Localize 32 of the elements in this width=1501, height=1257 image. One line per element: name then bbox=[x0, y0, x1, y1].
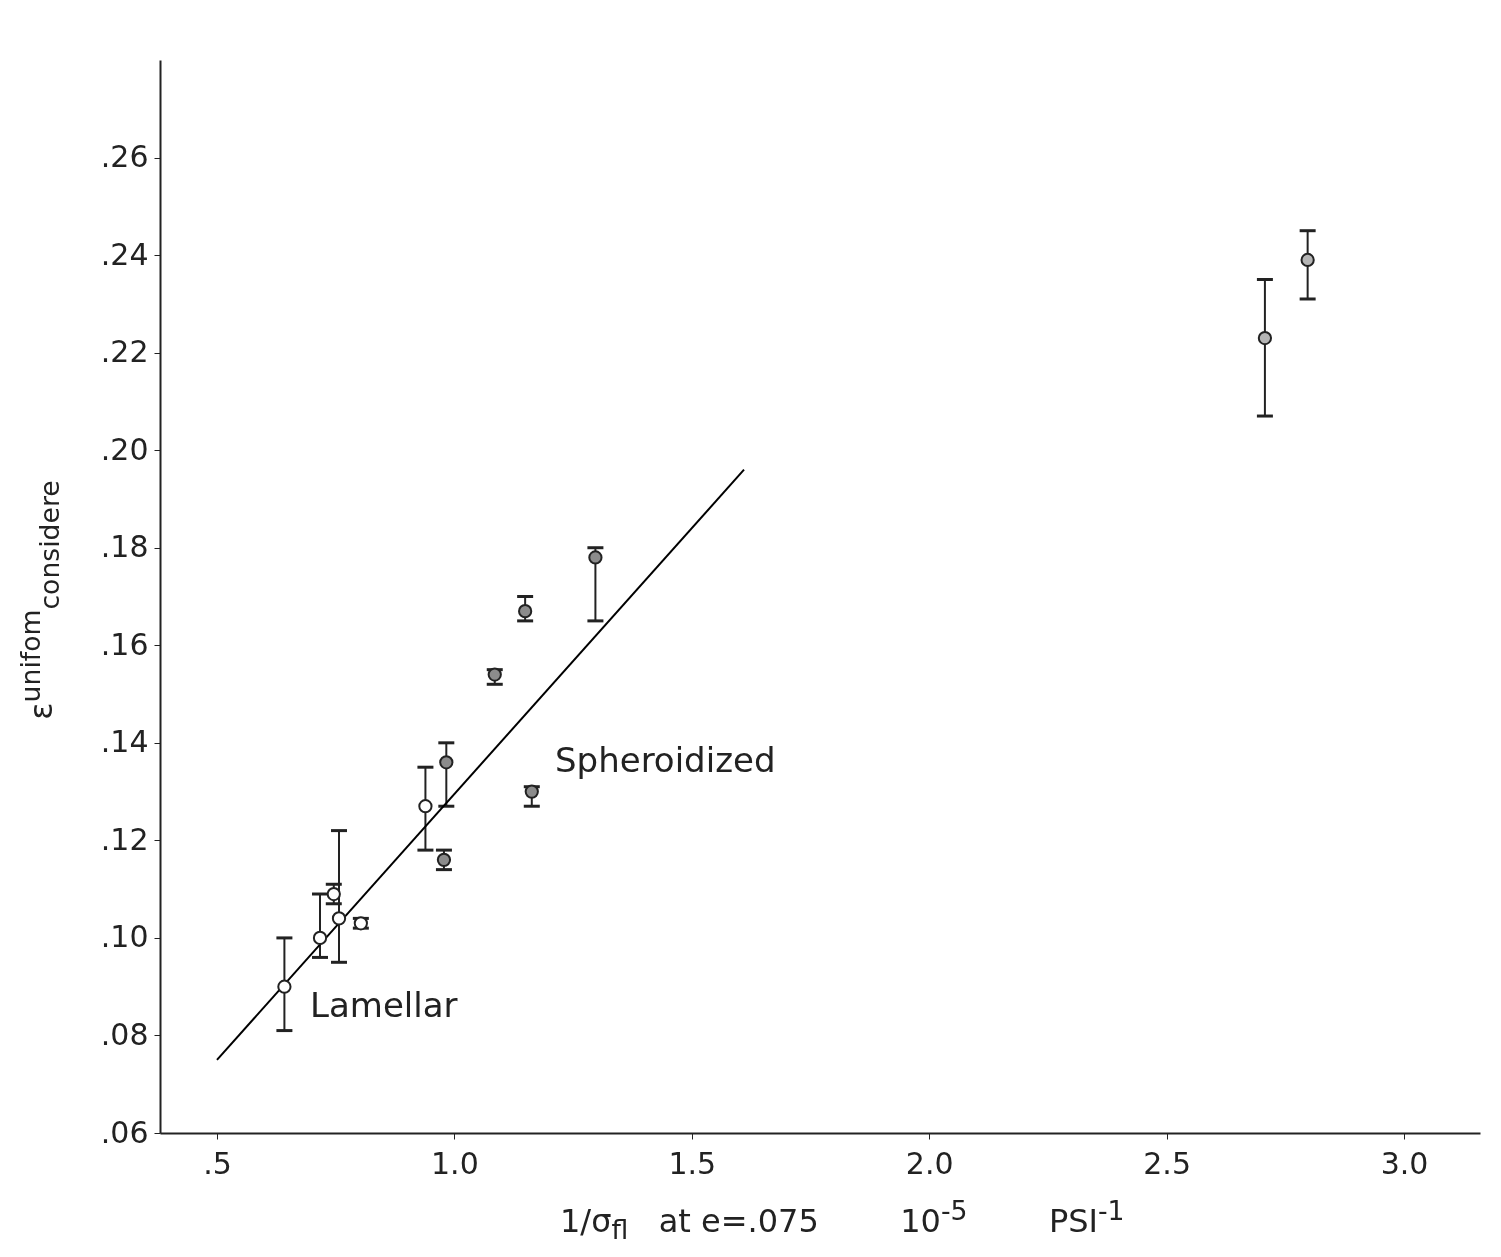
annotation: Spheroidized bbox=[555, 740, 776, 780]
y-tick-label: .18 bbox=[100, 529, 149, 565]
x-tick-label: 3.0 bbox=[1380, 1145, 1429, 1181]
x-tick-label: 1.5 bbox=[668, 1145, 717, 1181]
y-tick-label: .22 bbox=[100, 334, 149, 370]
x-tick-label: 2.0 bbox=[905, 1145, 954, 1181]
point bbox=[418, 799, 433, 814]
y-tick-label: .10 bbox=[100, 919, 149, 955]
y-tick-label: .08 bbox=[100, 1016, 149, 1052]
point bbox=[277, 979, 292, 994]
y-tick-label: .24 bbox=[100, 236, 149, 272]
point bbox=[524, 784, 539, 799]
point bbox=[518, 604, 533, 619]
y-tick-label: .06 bbox=[100, 1114, 149, 1150]
y-tick-label: .12 bbox=[100, 821, 149, 857]
x-tick-label: 1.0 bbox=[431, 1145, 479, 1181]
x-tick-label: .5 bbox=[203, 1145, 232, 1181]
point bbox=[331, 911, 347, 926]
annotation: Lamellar bbox=[310, 985, 458, 1025]
y-tick-label: .26 bbox=[100, 139, 149, 175]
point bbox=[439, 755, 454, 770]
point bbox=[1257, 330, 1273, 346]
point bbox=[312, 930, 328, 946]
y-tick-label: .14 bbox=[100, 724, 149, 760]
point bbox=[436, 852, 452, 867]
point bbox=[588, 550, 603, 565]
point bbox=[1300, 252, 1315, 268]
x-tick-label: 2.5 bbox=[1143, 1145, 1191, 1181]
point bbox=[326, 886, 341, 902]
y-tick-label: .16 bbox=[100, 626, 149, 662]
text: 1/σ$_{fl}$ at e=.075 10$^{-5}$ PSI$^{-1}$ bbox=[560, 1195, 1125, 1246]
y-tick-label: .20 bbox=[100, 431, 149, 467]
